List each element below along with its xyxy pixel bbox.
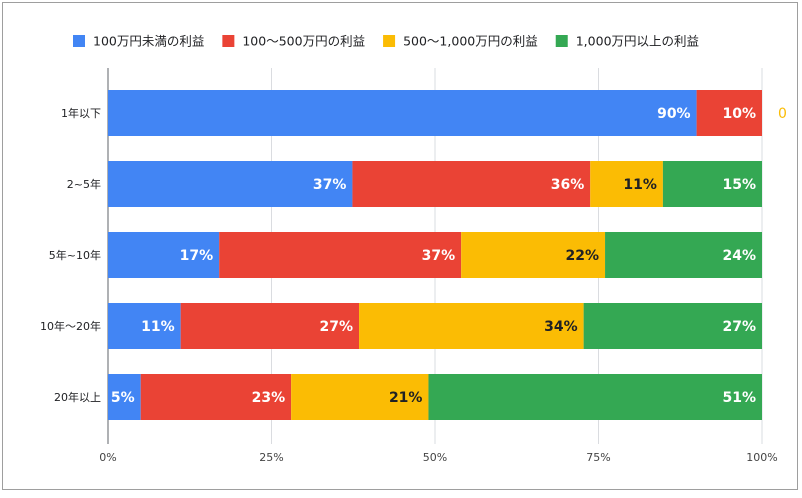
x-tick-label: 75% [586, 451, 610, 464]
bar-segment [583, 303, 762, 349]
category-label: 10年〜20年 [40, 319, 101, 333]
x-tick-label: 0% [99, 451, 116, 464]
data-label: 37% [422, 248, 456, 264]
bar-segment [219, 232, 462, 278]
category-label: 20年以上 [54, 390, 101, 404]
bar-segment [108, 374, 141, 420]
x-tick-label: 50% [423, 451, 447, 464]
bar-segment [590, 161, 663, 207]
data-label: 36% [551, 177, 585, 193]
legend-label: 100〜500万円の利益 [242, 34, 365, 49]
legend-label: 1,000万円以上の利益 [576, 34, 699, 49]
bar-segment [359, 303, 584, 349]
legend-label: 100万円未満の利益 [93, 34, 204, 49]
legend-label: 500〜1,000万円の利益 [403, 34, 538, 49]
data-label: 11% [623, 177, 657, 193]
data-label: 21% [389, 390, 423, 406]
data-label: 51% [722, 390, 756, 406]
data-label: 5% [111, 390, 135, 406]
bar-segment [662, 161, 762, 207]
data-label: 10% [722, 106, 756, 122]
data-label: 22% [566, 248, 600, 264]
data-label: 0 [778, 106, 787, 122]
bar-segment [108, 161, 353, 207]
legend-swatch [73, 35, 85, 47]
data-label: 17% [180, 248, 214, 264]
bar-segment [428, 374, 762, 420]
data-label: 15% [722, 177, 756, 193]
bar-segment [461, 232, 606, 278]
legend-swatch [555, 35, 568, 47]
data-label: 34% [544, 319, 578, 335]
data-label: 11% [141, 319, 175, 335]
data-label: 23% [252, 390, 286, 406]
bar-segment [291, 374, 429, 420]
bar-segment [605, 232, 762, 278]
bar-segment [108, 90, 697, 136]
data-label: 27% [722, 319, 756, 335]
x-tick-label: 25% [259, 451, 283, 464]
data-label: 90% [657, 106, 691, 122]
data-label: 24% [722, 248, 756, 264]
bar-segment [108, 303, 181, 349]
legend-swatch [222, 35, 235, 47]
x-tick-label: 100% [746, 451, 777, 464]
data-label: 37% [313, 177, 347, 193]
category-label: 5年~10年 [49, 248, 101, 262]
bar-segment [696, 90, 762, 136]
legend-swatch [383, 35, 396, 47]
data-label: 27% [320, 319, 354, 335]
category-label: 1年以下 [61, 106, 101, 120]
bar-segment [180, 303, 360, 349]
bar-segment [140, 374, 292, 420]
bar-segment [108, 232, 220, 278]
category-label: 2~5年 [67, 177, 101, 191]
bar-segment [352, 161, 591, 207]
